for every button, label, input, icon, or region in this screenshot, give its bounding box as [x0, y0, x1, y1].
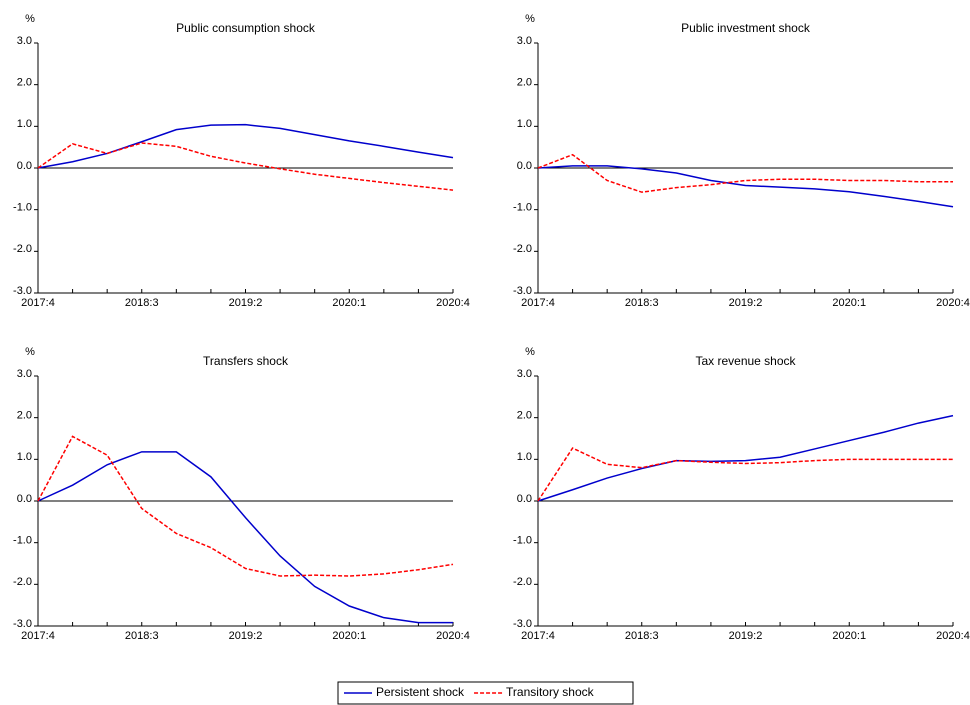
chart-title: Transfers shock — [203, 354, 289, 368]
x-tick-label: 2019:2 — [229, 630, 263, 642]
chart-title: Public investment shock — [681, 21, 811, 35]
y-tick-label: 2.0 — [517, 77, 532, 89]
y-tick-label: -2.0 — [513, 243, 532, 255]
x-tick-label: 2020:4 — [936, 297, 970, 309]
series-line: Transitory shock — [37, 435, 454, 577]
y-tick-label: -1.0 — [513, 202, 532, 214]
series-line: Persistent shock — [37, 451, 453, 624]
y-tick-label: 3.0 — [17, 35, 32, 47]
series-line: Transitory shock — [537, 153, 953, 193]
y-tick-label: 0.0 — [517, 493, 532, 505]
x-tick-label: 2020:1 — [832, 297, 866, 309]
series-line: Transitory shock — [37, 142, 454, 191]
y-tick-label: 1.0 — [517, 451, 532, 463]
y-tick-label: 1.0 — [17, 451, 32, 463]
x-tick-label: 2019:2 — [729, 297, 763, 309]
x-tick-label: 2018:3 — [125, 630, 159, 642]
y-tick-label: -3.0 — [513, 285, 532, 297]
y-tick-label: 2.0 — [17, 410, 32, 422]
x-tick-label: 2017:4 — [21, 297, 55, 309]
y-tick-label: 2.0 — [17, 77, 32, 89]
x-tick-label: 2017:4 — [521, 297, 555, 309]
x-tick-label: 2018:3 — [125, 297, 159, 309]
y-tick-label: -1.0 — [513, 535, 532, 547]
y-tick-label: 2.0 — [517, 410, 532, 422]
y-tick-label: 0.0 — [17, 493, 32, 505]
x-tick-label: 2019:2 — [229, 297, 263, 309]
y-unit: % — [25, 13, 35, 25]
y-unit: % — [525, 346, 535, 358]
y-tick-label: 3.0 — [17, 368, 32, 380]
series-line: Persistent shock — [537, 414, 954, 502]
x-tick-label: 2020:4 — [936, 630, 970, 642]
y-tick-label: 3.0 — [517, 35, 532, 47]
x-tick-label: 2017:4 — [21, 630, 55, 642]
x-tick-label: 2020:1 — [332, 630, 366, 642]
chart-title: Tax revenue shock — [695, 354, 796, 368]
y-tick-label: -3.0 — [513, 618, 532, 630]
series-line: Transitory shock — [537, 447, 953, 502]
x-tick-label: 2017:4 — [521, 630, 555, 642]
y-unit: % — [525, 13, 535, 25]
x-tick-label: 2020:4 — [436, 630, 470, 642]
legend-box — [337, 681, 634, 705]
x-tick-label: 2020:1 — [332, 297, 366, 309]
y-tick-label: -3.0 — [13, 618, 32, 630]
y-tick-label: -1.0 — [13, 202, 32, 214]
y-tick-label: -3.0 — [13, 285, 32, 297]
series-line: Persistent shock — [537, 165, 954, 208]
x-tick-label: 2020:4 — [436, 297, 470, 309]
x-tick-label: 2020:1 — [832, 630, 866, 642]
y-tick-label: 0.0 — [517, 160, 532, 172]
x-tick-label: 2018:3 — [625, 630, 659, 642]
series-line: Persistent shock — [37, 123, 454, 169]
y-tick-label: 3.0 — [517, 368, 532, 380]
legend-label: Persistent shock — [376, 685, 465, 699]
x-tick-label: 2018:3 — [625, 297, 659, 309]
y-tick-label: 1.0 — [517, 118, 532, 130]
y-tick-label: -2.0 — [513, 576, 532, 588]
y-tick-label: -1.0 — [13, 535, 32, 547]
legend-label: Transitory shock — [506, 685, 595, 699]
y-tick-label: -2.0 — [13, 243, 32, 255]
y-unit: % — [25, 346, 35, 358]
y-tick-label: 1.0 — [17, 118, 32, 130]
x-tick-label: 2019:2 — [729, 630, 763, 642]
y-tick-label: 0.0 — [17, 160, 32, 172]
chart-title: Public consumption shock — [176, 21, 316, 35]
y-tick-label: -2.0 — [13, 576, 32, 588]
